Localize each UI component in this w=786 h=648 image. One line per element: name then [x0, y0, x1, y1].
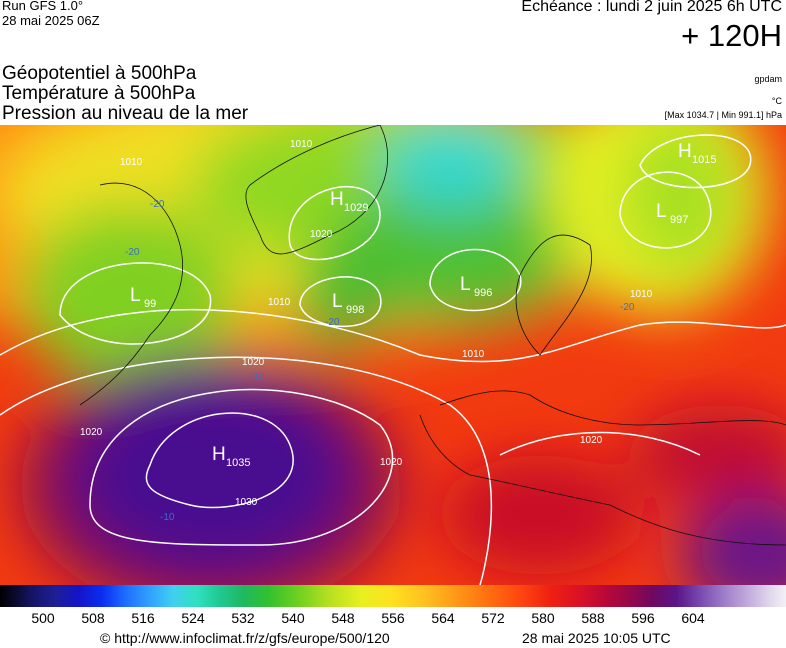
temperature-label: -20: [125, 247, 140, 258]
generated-date: 28 mai 2025 10:05 UTC: [522, 630, 671, 646]
scale-tick-label: 580: [531, 610, 555, 626]
color-scale: [0, 585, 786, 607]
isobar-label: 1010: [120, 157, 143, 168]
scale-tick-label: 588: [581, 610, 605, 626]
unit: °C: [771, 96, 782, 106]
pressure-range: [Max 1034.7 | Min 991.1] hPa: [664, 110, 782, 120]
scale-tick-label: 508: [81, 610, 105, 626]
run: Run GFS 1.0°: [2, 0, 84, 13]
isobar-label: 1010: [268, 297, 291, 308]
pressure-center-letter: L: [130, 285, 141, 306]
isobar-label: 1020: [580, 435, 603, 446]
scale-tick-label: 516: [131, 610, 155, 626]
lead-time: + 120H: [681, 18, 782, 53]
scale-tick-label: 572: [481, 610, 505, 626]
isobar-label: 1020: [80, 427, 103, 438]
pressure-center-value: 99: [144, 298, 156, 310]
scale-tick-label: 548: [331, 610, 355, 626]
pressure-center-letter: H: [678, 141, 692, 162]
scale-tick-label: 524: [181, 610, 205, 626]
pressure-center-letter: L: [460, 274, 471, 295]
isobar-label: 1020: [380, 457, 403, 468]
field: Pression au niveau de la mer: [2, 103, 249, 124]
scale-tick-label: 564: [431, 610, 455, 626]
isobars: [0, 134, 786, 585]
pressure-center-value: 997: [670, 214, 688, 226]
pressure-center-letter: L: [656, 201, 667, 222]
isobar-label: 1020: [242, 357, 265, 368]
field: Géopotentiel à 500hPa: [2, 63, 197, 84]
isobar-label: 1010: [290, 139, 313, 150]
pressure-center-value: 1015: [692, 154, 716, 166]
pressure-center-value: 1029: [344, 202, 368, 214]
isobar-label: 1020: [310, 229, 333, 240]
temperature-label: -20: [150, 199, 165, 210]
field: Température à 500hPa: [2, 83, 196, 104]
isobar-label: 1010: [630, 289, 653, 300]
valid-time: Echéance : lundi 2 juin 2025 6h UTC: [521, 0, 782, 15]
unit: gpdam: [754, 74, 782, 84]
scale-tick-label: 500: [31, 610, 55, 626]
isobar-label: 1030: [235, 497, 258, 508]
coastlines: [79, 125, 786, 546]
source-url: © http://www.infoclimat.fr/z/gfs/europe/…: [100, 630, 390, 646]
scale-tick-label: 556: [381, 610, 405, 626]
pressure-center-value: 998: [346, 304, 364, 316]
temperature-label: -10: [250, 372, 265, 383]
pressure-center-value: 1035: [226, 457, 250, 469]
temperature-label: -20: [325, 317, 340, 328]
pressure-center-letter: H: [330, 189, 344, 210]
temperature-label: -20: [620, 302, 635, 313]
scale-tick-label: 532: [231, 610, 255, 626]
pressure-center-letter: L: [332, 291, 343, 312]
pressure-center-value: 996: [474, 287, 492, 299]
pressure-center-letter: H: [212, 444, 226, 465]
color-scale-ticks: 500 508 516 524 532 540 548 556 564 572 580 588 596 6…: [0, 610, 786, 628]
temperature-field: [0, 125, 786, 585]
run-date: 28 mai 2025 06Z: [2, 13, 100, 28]
scale-tick-label: 540: [281, 610, 305, 626]
isobar-label: 1010: [462, 349, 485, 360]
scale-tick-label: 596: [631, 610, 655, 626]
scale-tick-label: 604: [681, 610, 705, 626]
temperature-label: -10: [160, 512, 175, 523]
